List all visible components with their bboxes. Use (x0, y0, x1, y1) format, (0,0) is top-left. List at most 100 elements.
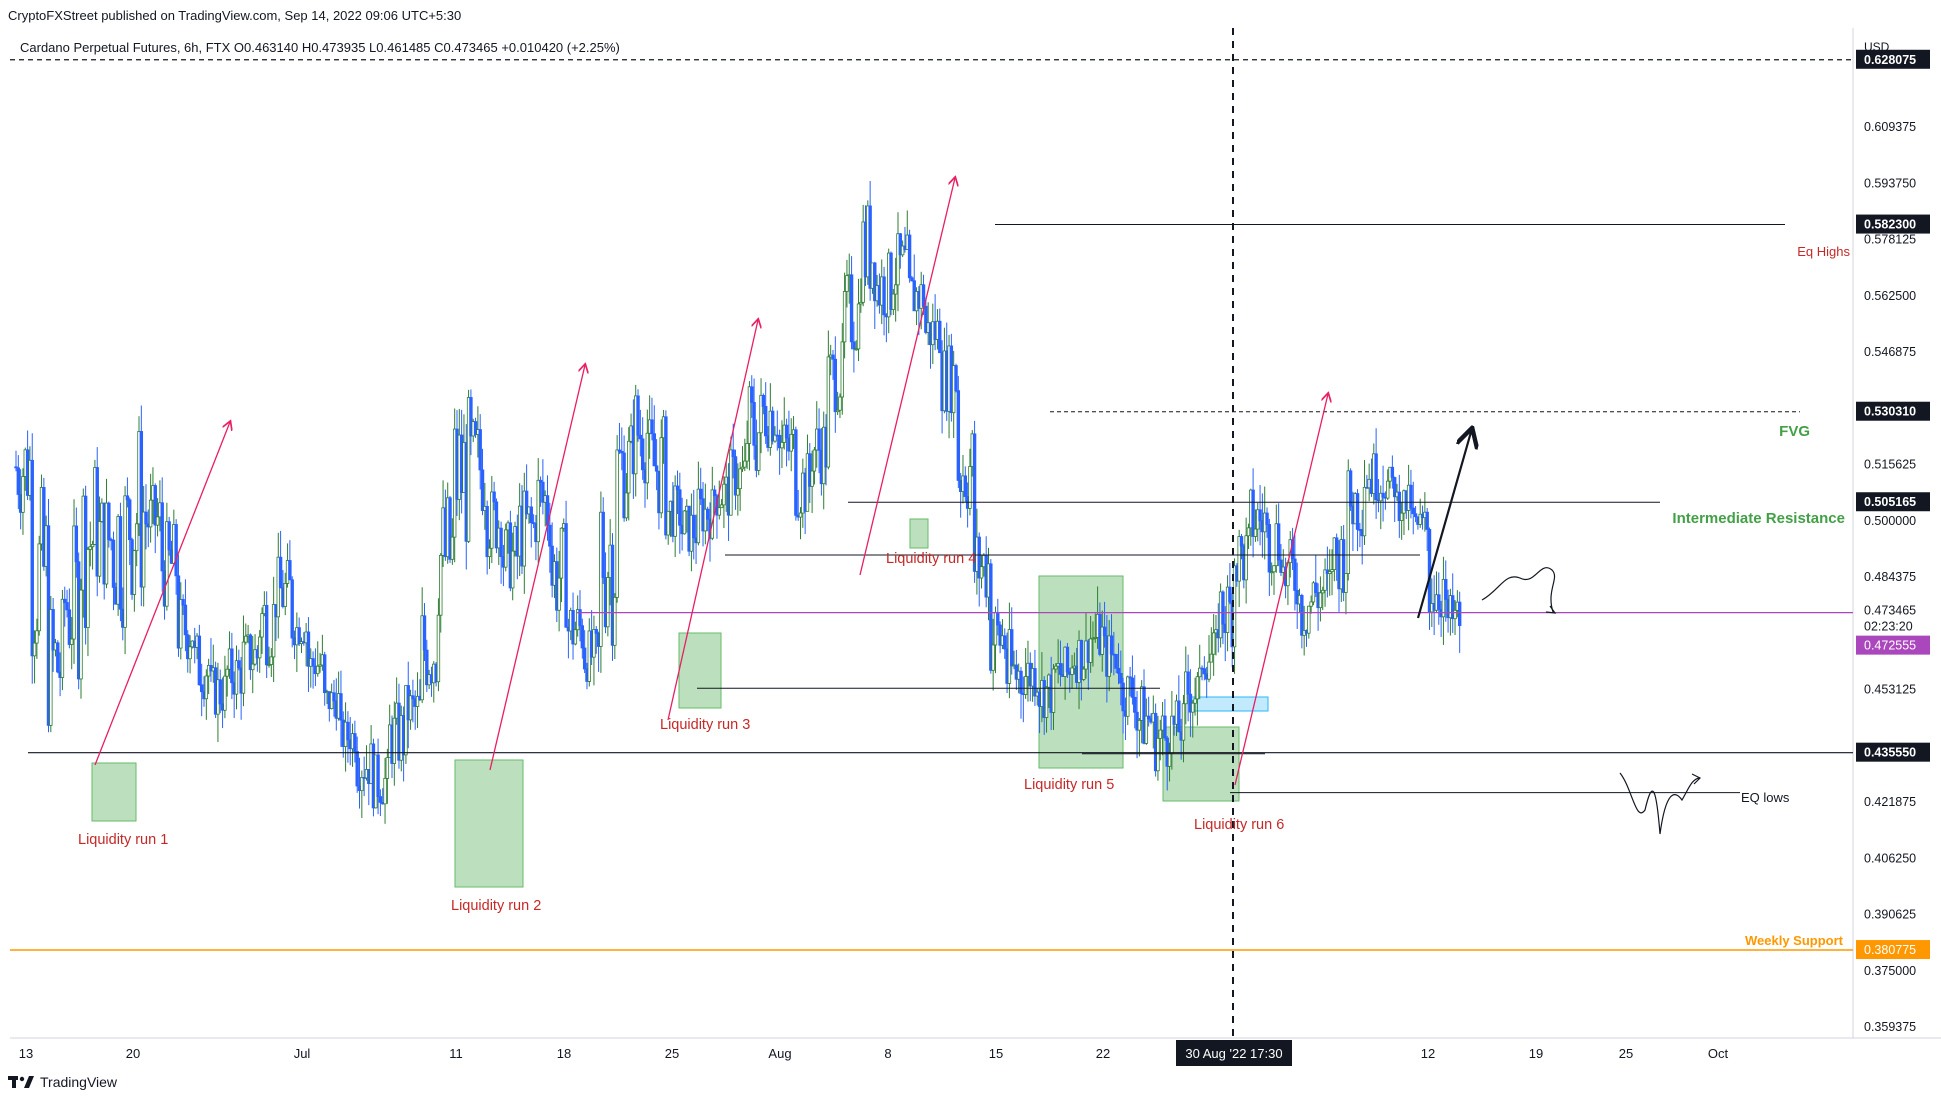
candle-body (842, 291, 847, 343)
eq-lows-label: EQ lows (1741, 790, 1790, 805)
candle-body (849, 274, 854, 343)
candle-body (891, 293, 896, 310)
candle-body (332, 692, 336, 702)
price-axis-tick: 0.375000 (1864, 964, 1916, 978)
candle-body (160, 502, 164, 572)
time-axis-tick: 15 (989, 1046, 1003, 1061)
candle-body (72, 525, 76, 640)
candle-body (339, 693, 343, 721)
candle-body (938, 320, 942, 354)
weekly-support-label: Weekly Support (1745, 933, 1844, 948)
candle-body (408, 695, 413, 721)
price-label-badge (1856, 214, 1930, 234)
candle-body (86, 549, 90, 628)
candle-body (557, 577, 561, 611)
time-axis-tick: 25 (1619, 1046, 1633, 1061)
candle-body (789, 433, 793, 452)
time-axis-tick: 11 (449, 1046, 463, 1061)
candle-body (1328, 571, 1332, 575)
candle-body (1321, 589, 1325, 594)
time-axis-tick: 22 (1096, 1046, 1110, 1061)
candle-body (425, 649, 429, 686)
candle-body (392, 717, 397, 764)
candle-body (165, 521, 169, 607)
candle-body (1163, 715, 1167, 739)
candle-body (921, 284, 926, 307)
candle-body (1411, 507, 1415, 515)
candle-body (1186, 671, 1190, 695)
candle-body (1146, 715, 1151, 720)
candle-body (833, 358, 838, 413)
candle-body (1010, 629, 1014, 667)
candle-body (924, 305, 928, 333)
candle-body (996, 611, 1000, 626)
candle-body (450, 536, 455, 560)
candle-body (383, 777, 387, 805)
price-axis-tick: 0.359375 (1864, 1020, 1916, 1034)
candle-body (104, 502, 109, 585)
candle-body (1444, 579, 1448, 600)
candle-body (733, 456, 738, 496)
candle-body (492, 491, 496, 503)
candle-body (490, 491, 494, 549)
candle-body (1137, 719, 1142, 731)
candle-body (1341, 539, 1346, 593)
candle-body (1265, 512, 1269, 525)
candle-body (652, 433, 656, 467)
candle-body (898, 233, 903, 256)
candle-body (624, 492, 629, 519)
candle-body (1079, 639, 1084, 680)
price-axis-tick: 0.609375 (1864, 120, 1916, 134)
candle-body (1100, 626, 1104, 655)
candle-body (88, 546, 92, 550)
price-axis-labels: 0.628075 0.582300 0.530310 0.505165 0.473465… (1856, 49, 1930, 960)
candle-body (1330, 569, 1334, 572)
candle-body (1114, 653, 1118, 669)
candle-body (777, 435, 782, 449)
candle-body (283, 583, 287, 607)
candle-body (1116, 667, 1121, 674)
price-axis-tick: 0.515625 (1864, 458, 1916, 472)
candle-body (1207, 661, 1211, 680)
tradingview-brand[interactable]: TradingView (8, 1074, 117, 1090)
candle-body (1209, 653, 1214, 663)
candle-body (480, 469, 485, 511)
price-axis-ticks: 0.609375 0.593750 0.578125 0.562500 0.546875… (1864, 120, 1916, 1034)
candle-body (494, 501, 499, 549)
candle-body (1058, 663, 1063, 675)
intermediate-resistance-label: Intermediate Resistance (1672, 510, 1845, 527)
candle-body (1267, 524, 1272, 573)
price-axis-tick: 0.578125 (1864, 233, 1916, 247)
price-axis-tick: 0.453125 (1864, 683, 1916, 697)
trend-arrow-4 (859, 178, 955, 576)
candle-body (854, 348, 858, 351)
candle-body (1107, 635, 1111, 677)
candle-body (411, 695, 415, 700)
time-axis-ticks: 13 20 Jul 11 18 25 Aug 8 15 22 12 19 25 Oct (19, 1046, 1729, 1061)
trend-arrows (94, 178, 1328, 786)
candle-body (260, 613, 264, 638)
candle-body (620, 450, 624, 454)
candle-body (601, 511, 605, 578)
price-label-badge (1856, 49, 1930, 69)
candle-body (111, 539, 116, 588)
candle-body (70, 638, 74, 645)
price-axis-tick: 0.546875 (1864, 345, 1916, 359)
freehand-arrowhead-lower (1691, 773, 1702, 785)
candle-body (896, 233, 900, 286)
candle-body (627, 440, 631, 494)
price-label-badge (1856, 635, 1930, 655)
candle-body (808, 453, 812, 487)
trend-arrow-1 (94, 422, 230, 766)
candle-body (794, 429, 798, 516)
candle-body (666, 510, 670, 536)
candle-body (617, 449, 622, 452)
candle-body (573, 629, 578, 645)
candle-body (610, 544, 615, 646)
candle-body (812, 449, 817, 472)
candle-body (763, 406, 768, 437)
candle-body (132, 550, 137, 595)
candle-body (736, 488, 740, 496)
candle-body (956, 390, 961, 481)
